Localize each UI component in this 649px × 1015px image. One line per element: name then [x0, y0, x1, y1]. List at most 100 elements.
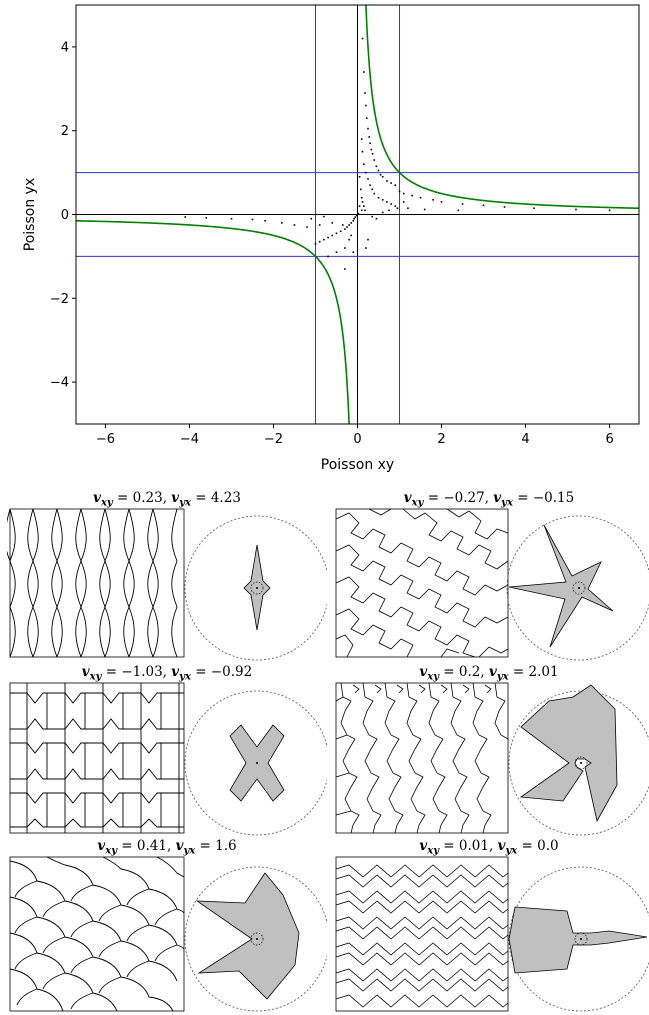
- panel-3: vxy = −1.03, vyx = −0.92: [7, 663, 327, 839]
- data-point: [377, 196, 380, 199]
- data-point: [184, 216, 187, 218]
- panel-6-polar: [508, 866, 649, 1012]
- panel-5-vyx: 1.6: [215, 838, 237, 854]
- data-point: [364, 209, 366, 212]
- data-point: [341, 224, 344, 226]
- data-point: [457, 209, 460, 212]
- data-point: [369, 142, 371, 145]
- panel-4-vyx: 2.01: [528, 664, 559, 680]
- data-point: [323, 238, 325, 241]
- y-axis-label: Poisson yx: [22, 178, 38, 251]
- panel-5-vxy: 0.41: [136, 838, 167, 854]
- data-point: [360, 188, 362, 191]
- data-point: [373, 192, 376, 195]
- y-tick-label: 0: [61, 208, 69, 223]
- curve-branch-negative: [76, 219, 350, 424]
- data-point: [281, 222, 283, 224]
- data-point: [339, 230, 342, 233]
- panel-2-vxy: −0.27: [443, 490, 485, 506]
- data-point: [390, 203, 392, 205]
- data-point: [440, 201, 443, 203]
- data-point: [394, 184, 397, 186]
- data-point: [375, 165, 378, 168]
- data-point: [350, 234, 352, 237]
- data-point: [348, 238, 350, 241]
- data-point: [205, 217, 208, 219]
- data-point: [388, 209, 390, 212]
- panel-4: vxy = 0.2, vyx = 2.01: [329, 663, 649, 839]
- data-point: [348, 224, 350, 226]
- data-point: [360, 209, 363, 212]
- data-point: [402, 192, 405, 195]
- panel-2-graphics: [335, 508, 649, 661]
- data-point: [386, 180, 388, 182]
- panel-1-title: vxy = 0.23, vyx = 4.23: [93, 490, 241, 509]
- data-point: [318, 224, 321, 226]
- y-tick-label: 2: [61, 124, 69, 139]
- data-point: [365, 117, 368, 119]
- data-point: [264, 219, 266, 222]
- data-point: [394, 205, 397, 207]
- panel-1: vxy = 0.23, vyx = 4.23: [7, 489, 327, 665]
- data-point: [381, 199, 384, 201]
- data-point: [361, 201, 364, 203]
- data-point: [365, 247, 367, 249]
- x-tick-label: 2: [437, 432, 445, 447]
- data-point: [344, 228, 346, 230]
- data-point: [386, 201, 388, 203]
- panel-5-graphics: [9, 856, 327, 1012]
- data-point: [364, 92, 366, 94]
- data-point: [367, 178, 369, 180]
- panel-2-polar: [506, 515, 649, 661]
- data-point: [361, 37, 364, 40]
- data-point: [398, 190, 401, 193]
- data-point: [371, 152, 374, 155]
- data-point: [575, 208, 577, 211]
- x-tick-label: −6: [96, 432, 115, 447]
- data-point: [370, 148, 373, 151]
- data-point: [608, 209, 611, 212]
- data-point: [365, 104, 367, 107]
- data-point: [230, 217, 233, 220]
- panel-3-polar: [184, 690, 327, 836]
- panel-6-vyx: 0.0: [537, 838, 559, 854]
- panel-4-vxy: 0.2: [458, 664, 481, 680]
- data-point: [352, 251, 355, 254]
- data-point: [306, 226, 308, 228]
- panel-5-title: vxy = 0.41, vyx = 1.6: [97, 838, 237, 857]
- data-point: [381, 175, 384, 178]
- panel-5-tiling: [9, 856, 185, 1012]
- data-point: [503, 206, 506, 208]
- data-point: [318, 240, 321, 243]
- panel-2-vyx: −0.15: [532, 490, 575, 506]
- data-point: [352, 219, 355, 222]
- panel-6-graphics: [335, 856, 649, 1012]
- data-point: [369, 184, 371, 186]
- data-point: [293, 224, 296, 226]
- data-point: [361, 150, 364, 153]
- data-point: [379, 173, 382, 176]
- data-point: [396, 207, 399, 210]
- data-point: [371, 188, 374, 191]
- panel-3-title: vxy = −1.03, vyx = −0.92: [81, 664, 253, 683]
- data-point: [407, 207, 409, 210]
- data-point: [354, 216, 357, 218]
- data-point: [363, 163, 365, 166]
- x-tick-label: 0: [353, 432, 361, 447]
- panel-4-graphics: [335, 682, 649, 836]
- panel-3-vxy: −1.03: [121, 664, 163, 680]
- data-point: [423, 208, 426, 211]
- panel-4-tiling: [335, 682, 509, 834]
- panel-4-polar: [508, 684, 649, 836]
- panel-4-title: vxy = 0.2, vyx = 2.01: [419, 664, 559, 683]
- data-point: [346, 226, 348, 228]
- data-point: [360, 196, 363, 199]
- main-scatter-chart: −6 −4 −2 0 2 4 6 −4 −2 0 2 4 Poisson xy Poisson yx: [22, 4, 640, 473]
- data-point: [482, 204, 485, 207]
- data-point: [402, 201, 405, 203]
- panel-3-tiling: [9, 682, 185, 834]
- data-point: [411, 194, 413, 197]
- data-point: [251, 218, 254, 221]
- panel-2: vxy = −0.27, vyx = −0.15: [329, 489, 649, 665]
- data-point: [323, 215, 325, 218]
